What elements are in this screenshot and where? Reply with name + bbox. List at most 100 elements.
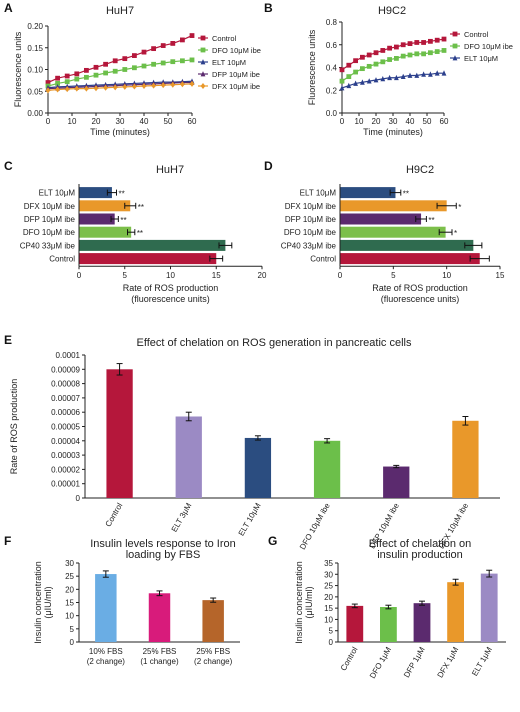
y-tick-label: 0.00002	[51, 465, 80, 474]
x-tick-label: 10	[68, 117, 77, 126]
legend-marker	[200, 83, 206, 89]
x-tick-label: 0	[340, 117, 345, 126]
data-point	[353, 58, 358, 64]
bar	[244, 437, 272, 498]
data-point	[428, 50, 433, 56]
category-label: Control	[310, 255, 336, 264]
data-point	[434, 70, 440, 76]
bar	[79, 239, 226, 251]
y-tick-label: 0.05	[27, 87, 43, 96]
bar	[340, 213, 422, 225]
data-point	[55, 81, 60, 86]
series-line	[47, 59, 193, 87]
data-point	[428, 38, 433, 44]
y-tick-label: 15	[65, 599, 74, 608]
panel-letter: C	[4, 159, 13, 173]
data-point	[373, 61, 379, 67]
chart-title: H9C2	[406, 164, 434, 176]
panel-c: C HuH7 ELT 10μM ** DFX 10μM ibe ** DFP 10μM ib…	[4, 159, 267, 304]
category-label: DFO 10μM ibe	[284, 228, 337, 237]
x-tick-label: 0	[338, 271, 343, 280]
data-point	[400, 42, 406, 48]
data-point	[380, 59, 386, 65]
x-axis-label: Rate of ROS production	[372, 283, 468, 293]
x-tick-label: 60	[440, 117, 449, 126]
data-point	[407, 52, 413, 58]
x-axis-label: Time (minutes)	[90, 127, 150, 137]
x-tick-label: 10	[166, 271, 175, 280]
y-tick-label: 0.2	[326, 86, 338, 95]
x-tick-label: 10	[442, 271, 451, 280]
panel-letter: F	[4, 534, 11, 548]
y-tick-label: 25	[324, 582, 333, 591]
chart-title: loading by FBS	[126, 549, 201, 561]
data-point	[112, 58, 118, 64]
data-point	[360, 79, 365, 85]
y-tick-label: 20	[324, 593, 333, 602]
y-tick-label: 0	[70, 638, 75, 647]
y-axis-label: (μIU/ml)	[43, 586, 53, 618]
data-point	[373, 77, 379, 83]
data-point	[400, 53, 406, 59]
data-point	[189, 33, 195, 38]
y-tick-label: 0.00007	[51, 394, 80, 403]
data-point	[45, 80, 51, 85]
panel-letter: D	[264, 159, 273, 173]
data-point	[407, 41, 413, 47]
data-point	[387, 74, 392, 81]
y-tick-label: 30	[65, 559, 74, 568]
x-tick-label: 30	[389, 117, 398, 126]
x-tick-label: 10	[355, 117, 364, 126]
panel-a: A HuH7 0 10 20 30 40 50 60 0.00 0.05 0.10 0.15 0.20 Ti…	[4, 1, 261, 137]
series-line	[341, 49, 445, 82]
legend-marker	[200, 71, 206, 77]
data-point	[366, 52, 372, 58]
significance-label: **	[403, 190, 409, 199]
bar	[148, 593, 171, 642]
y-tick-label: 0	[76, 494, 81, 503]
chart-title: Insulin levels response to Iron	[90, 538, 236, 550]
y-tick-label: 0.20	[27, 22, 43, 31]
y-tick-label: 30	[324, 570, 333, 579]
data-point	[366, 63, 372, 69]
y-axis-label: Insulin concentration	[294, 561, 304, 644]
category-label: 10% FBS	[89, 647, 123, 656]
panel-b: B H9C2 0 10 20 30 40 50 60 0.0 0.2 0.4 0.6 0.8 Time (m…	[264, 1, 513, 137]
bar	[79, 226, 132, 238]
series-line	[47, 81, 192, 90]
y-tick-label: 5	[70, 625, 75, 634]
data-point	[421, 71, 426, 77]
y-tick-label: 0.6	[326, 41, 338, 50]
data-point	[84, 74, 89, 80]
bar	[340, 226, 446, 238]
category-label: 25% FBS	[143, 647, 177, 656]
y-tick-label: 0.10	[27, 66, 43, 75]
bar	[79, 200, 131, 212]
x-tick-label: 20	[92, 117, 101, 126]
data-point	[93, 64, 99, 70]
x-axis-label: (fluorescence units)	[131, 294, 210, 304]
data-point	[93, 85, 99, 92]
data-point	[103, 70, 108, 76]
data-point	[387, 57, 392, 62]
data-point	[55, 75, 60, 81]
data-point	[346, 62, 352, 68]
chart-title: H9C2	[378, 5, 406, 17]
data-point	[428, 71, 433, 77]
bar	[383, 466, 410, 498]
data-point	[441, 70, 447, 76]
x-tick-label: 0	[46, 117, 51, 126]
data-point	[346, 82, 352, 89]
panel-f: F Insulin levels response to Ironloading …	[4, 534, 240, 666]
data-point	[103, 84, 108, 91]
data-point	[421, 51, 426, 57]
significance-label: **	[137, 229, 143, 238]
data-point	[434, 49, 440, 54]
data-point	[414, 40, 420, 45]
data-point	[141, 63, 147, 69]
data-point	[112, 68, 118, 74]
category-label: ELT 1μM	[470, 645, 494, 677]
x-tick-label: 50	[164, 117, 173, 126]
legend-entry: DFO 10μM ibe	[212, 46, 261, 55]
